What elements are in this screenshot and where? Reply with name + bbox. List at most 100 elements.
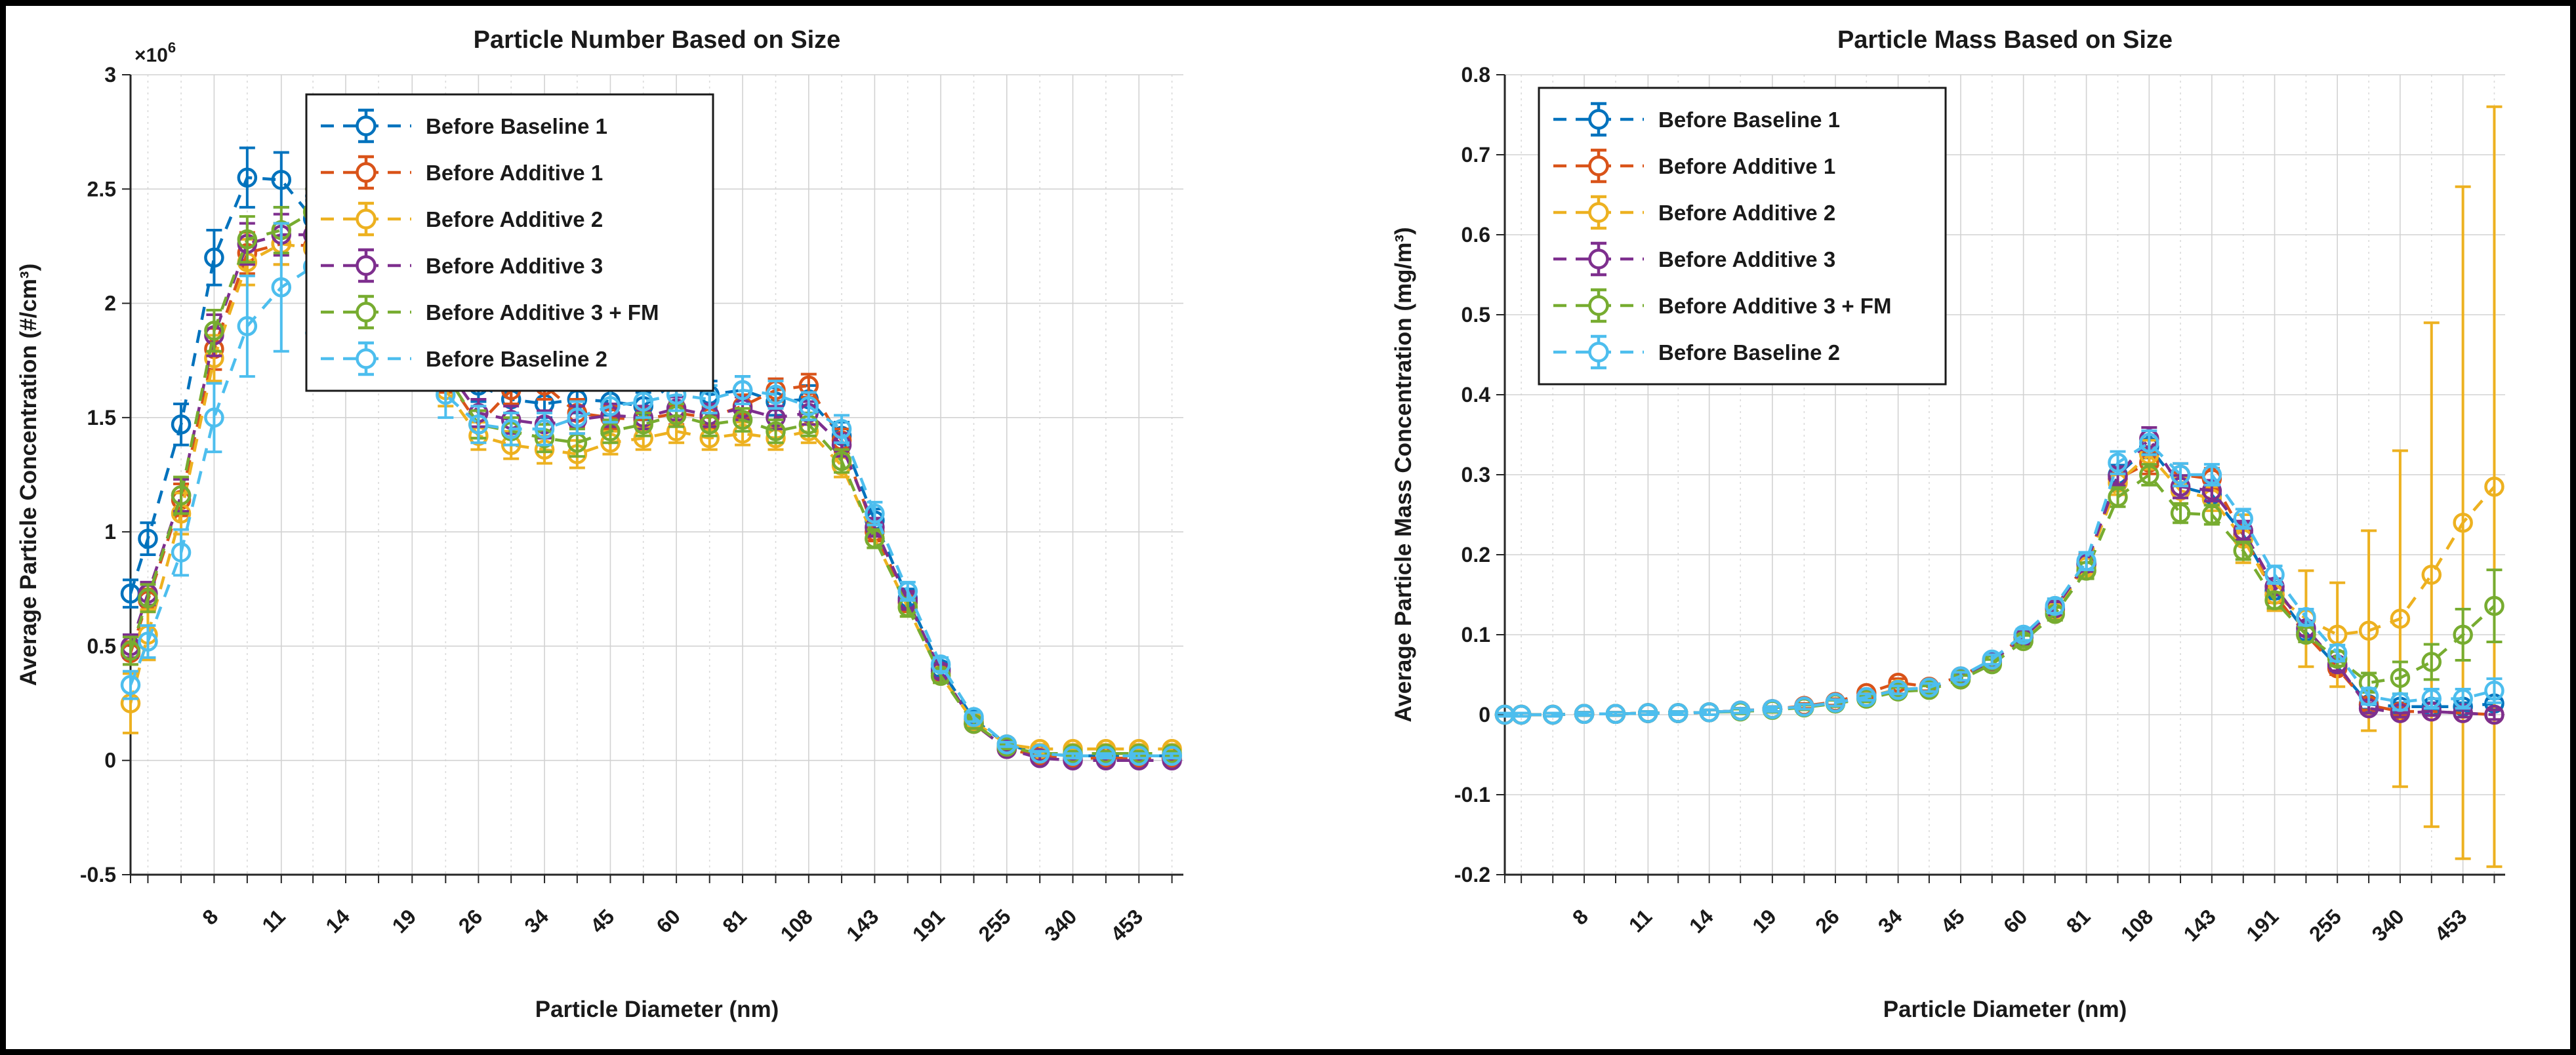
legend-marker-icon xyxy=(1588,295,1609,316)
data-point-marker xyxy=(865,528,885,549)
y-tick-label: 2.5 xyxy=(87,177,116,201)
data-point-marker xyxy=(468,414,489,435)
series-line xyxy=(129,265,1172,757)
data-point-marker xyxy=(1574,704,1595,725)
data-point-marker xyxy=(501,419,521,439)
data-point-marker xyxy=(2453,688,2473,709)
x-tick-label: 19 xyxy=(388,904,421,938)
legend-item: Before Additive 1 xyxy=(1553,148,1835,184)
x-tick-label: 143 xyxy=(2179,904,2220,946)
x-tick-label: 8 xyxy=(197,904,222,929)
error-bar xyxy=(537,411,553,447)
data-point-marker xyxy=(2296,607,2316,627)
legend-marker-icon xyxy=(356,115,377,136)
data-point-marker xyxy=(766,384,786,405)
chart-title: Particle Mass Based on Size xyxy=(1837,26,2173,54)
error-bar xyxy=(2455,185,2471,860)
error-bar xyxy=(2141,463,2157,487)
y-tick-label: 0 xyxy=(1479,703,1490,727)
data-point-marker xyxy=(1605,704,1626,725)
data-point-marker xyxy=(534,419,555,439)
legend-item: Before Additive 2 xyxy=(1553,195,1835,230)
legend-marker-icon xyxy=(1588,342,1609,363)
data-point-marker xyxy=(831,419,852,439)
chart-title: Particle Number Based on Size xyxy=(474,26,841,54)
x-tick-label: 11 xyxy=(257,904,289,936)
data-point-marker xyxy=(271,170,292,190)
y-tick-label: -0.1 xyxy=(1454,783,1490,806)
y-tick-label: 1 xyxy=(104,520,116,544)
legend-item: Before Additive 3 xyxy=(1553,241,1835,277)
y-tick-label: 0.8 xyxy=(1462,63,1490,87)
y-tick-label: 0.1 xyxy=(1462,623,1490,647)
y-tick-label: 0.5 xyxy=(1462,303,1490,327)
legend-box xyxy=(305,93,714,392)
data-point-marker xyxy=(831,450,852,471)
error-bar xyxy=(2423,643,2440,681)
error-bar xyxy=(1953,671,1969,682)
legend-label: Before Baseline 1 xyxy=(1658,108,1840,132)
error-bar xyxy=(1701,708,1717,716)
legend-item: Before Additive 3 + FM xyxy=(321,294,659,330)
legend-label: Before Additive 3 xyxy=(426,254,603,278)
data-point-marker xyxy=(204,407,224,428)
data-point-marker xyxy=(2108,452,2128,473)
legend: Before Baseline 1 Before Additive 1 Before… xyxy=(305,93,714,392)
data-point-marker xyxy=(237,316,258,336)
legend-marker-icon xyxy=(356,162,377,183)
y-axis-label: Average Particle Mass Concentration (mg/… xyxy=(1391,227,1416,722)
x-tick-label: 255 xyxy=(974,904,1015,946)
data-point-marker xyxy=(2453,624,2473,645)
data-point-marker xyxy=(2201,504,2222,525)
series-before-additive-3 xyxy=(1494,426,2504,725)
legend-label: Before Additive 1 xyxy=(1658,154,1835,178)
data-point-marker xyxy=(204,321,224,341)
data-point-marker xyxy=(2421,652,2442,672)
data-point-marker xyxy=(1794,696,1814,717)
data-point-marker xyxy=(171,414,192,435)
legend-marker-icon xyxy=(1588,155,1609,176)
data-point-marker xyxy=(1162,746,1182,766)
x-tick-label: 45 xyxy=(1936,904,1969,938)
data-point-marker xyxy=(732,380,753,401)
data-point-marker xyxy=(2327,643,2348,664)
data-point-marker xyxy=(2390,608,2411,629)
data-point-marker xyxy=(1129,746,1149,766)
y-tick-label: 3 xyxy=(104,63,116,87)
x-tick-label: 453 xyxy=(2430,904,2471,946)
y-tick-label: -0.5 xyxy=(80,863,116,886)
error-bar xyxy=(1545,711,1561,718)
legend-label: Before Baseline 2 xyxy=(426,347,607,371)
data-point-marker xyxy=(1982,649,2003,670)
error-bar xyxy=(273,222,289,353)
data-point-marker xyxy=(2390,692,2411,712)
data-point-marker xyxy=(2358,620,2379,641)
data-point-marker xyxy=(1638,703,1658,723)
data-point-marker xyxy=(2233,540,2253,561)
series-before-baseline-1 xyxy=(1494,434,2504,725)
y-axis-exponent: ×106 xyxy=(134,39,176,66)
legend-item: Before Baseline 2 xyxy=(321,341,607,376)
error-bar xyxy=(1032,749,1048,757)
error-bar xyxy=(2392,449,2408,788)
x-tick-label: 26 xyxy=(454,904,487,938)
x-axis-label: Particle Diameter (nm) xyxy=(1883,997,2127,1022)
x-tick-label: 34 xyxy=(1873,904,1907,938)
x-tick-label: 60 xyxy=(651,904,685,938)
x-tick-label: 14 xyxy=(321,904,354,938)
legend-marker-icon xyxy=(356,348,377,369)
legend-marker-icon xyxy=(356,209,377,229)
series-before-baseline-2 xyxy=(1494,429,2504,725)
exponent-mantissa: ×10 xyxy=(134,45,168,66)
error-bar xyxy=(998,740,1015,748)
data-point-marker xyxy=(138,528,158,549)
error-bar xyxy=(1497,711,1513,718)
error-bar xyxy=(1164,752,1180,760)
error-bar xyxy=(206,382,222,454)
data-point-marker xyxy=(204,247,224,268)
x-tick-label: 191 xyxy=(2241,904,2283,946)
error-bar xyxy=(1827,698,1843,707)
data-point-marker xyxy=(699,414,720,435)
data-point-marker xyxy=(2201,464,2222,485)
